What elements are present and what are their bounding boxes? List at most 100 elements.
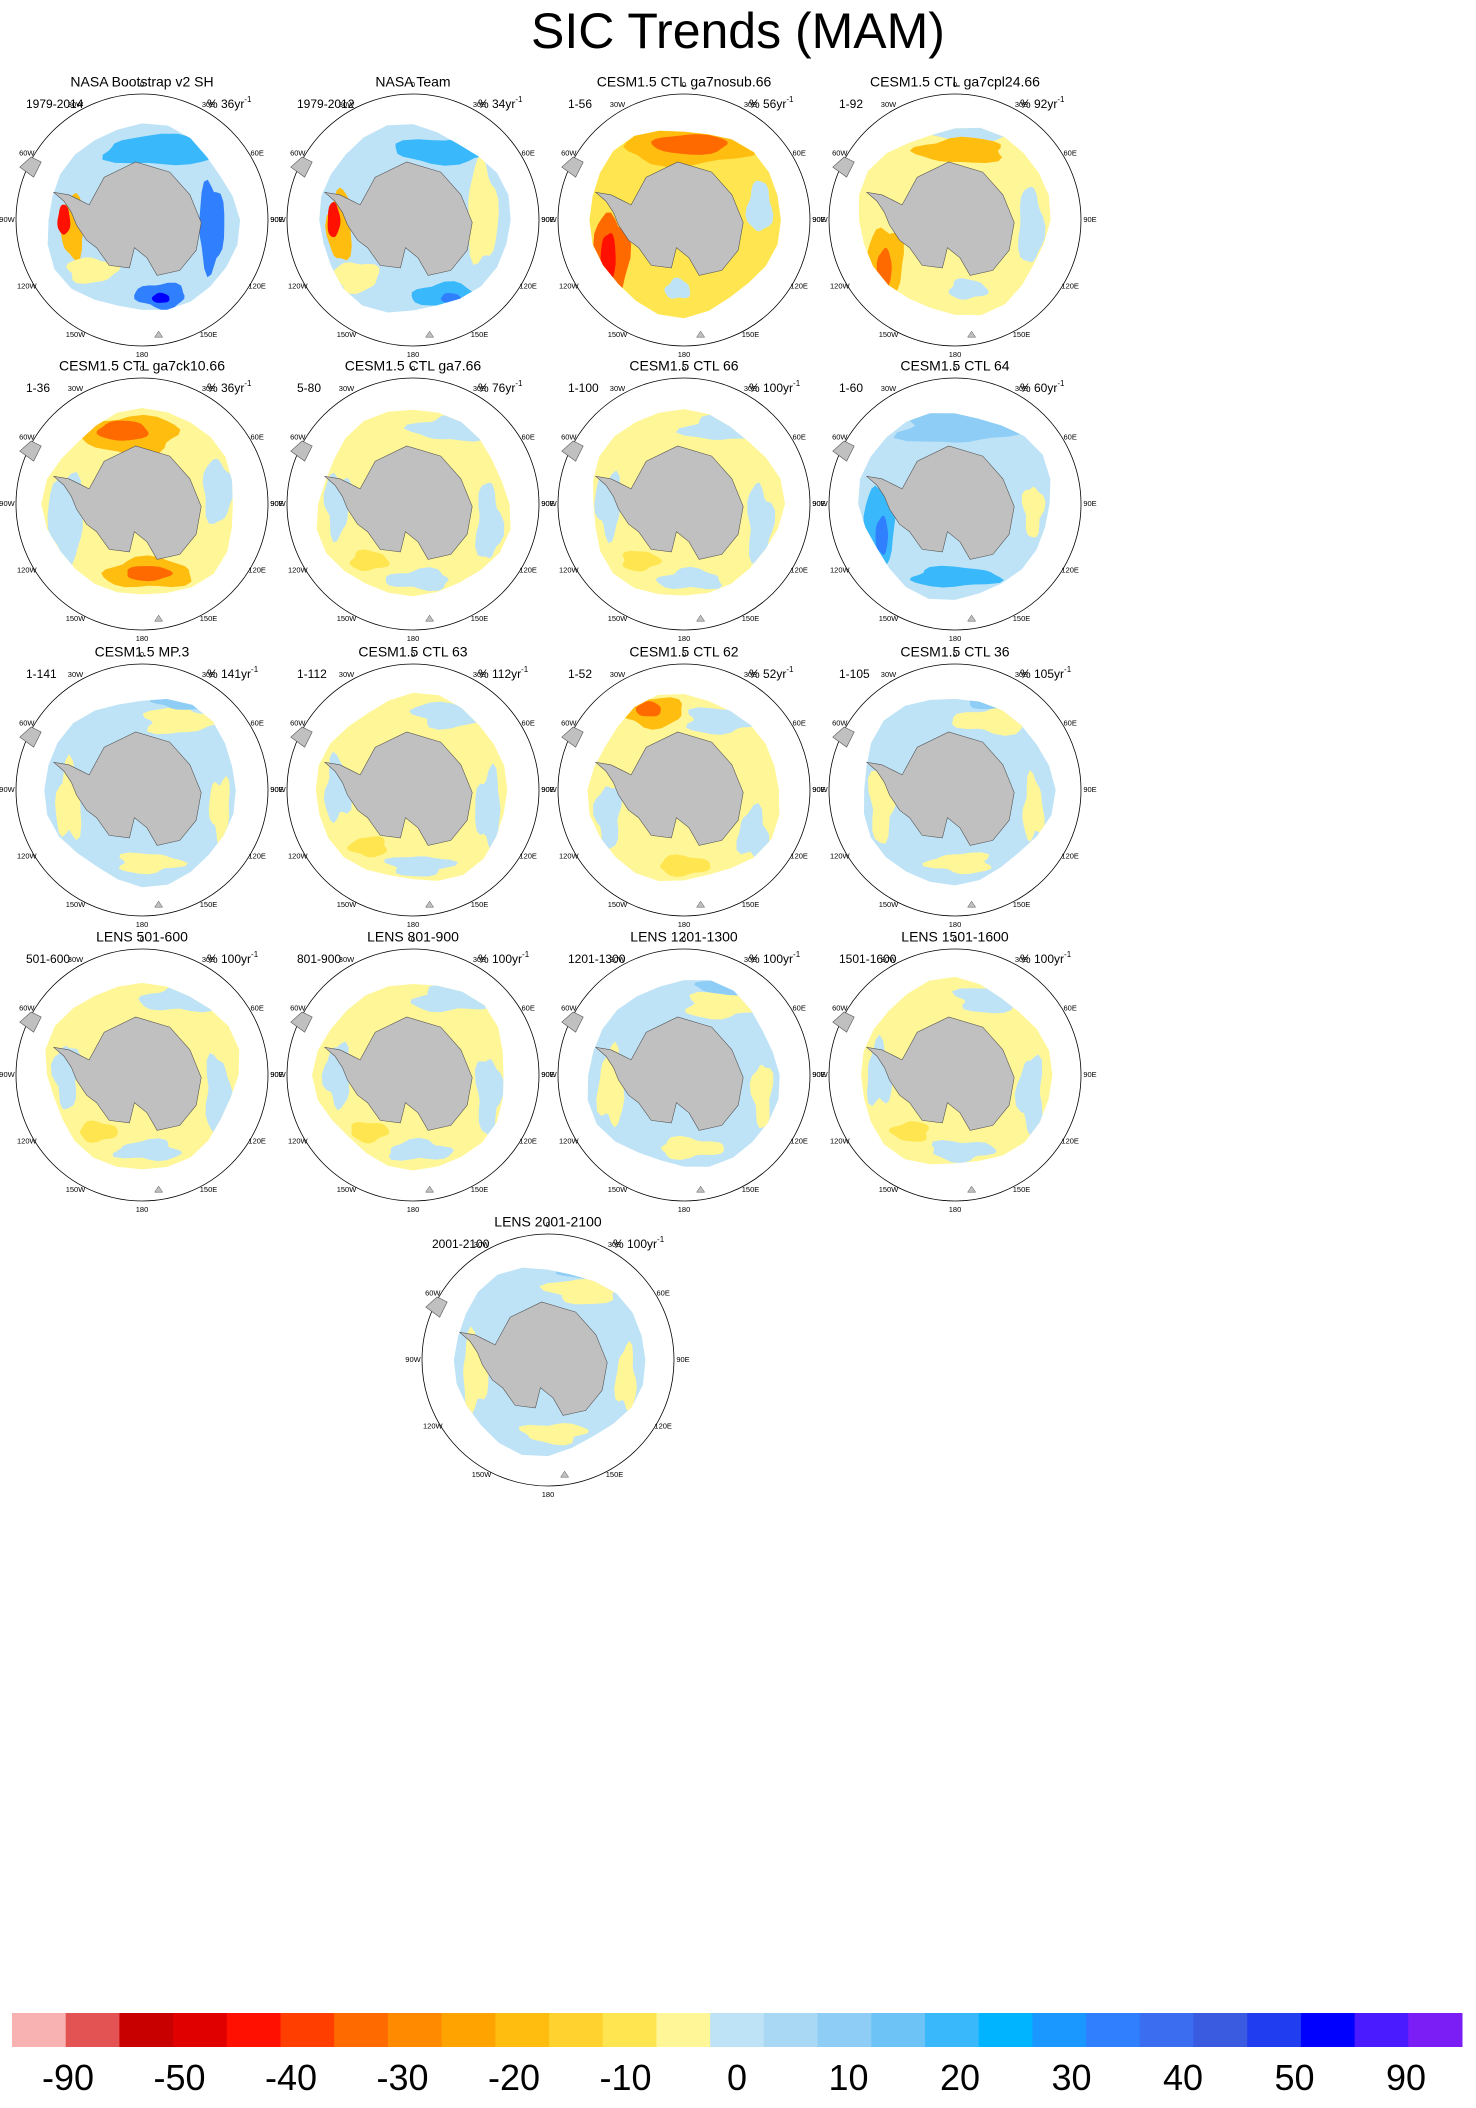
longitude-label: 90E xyxy=(541,785,554,794)
longitude-label: 0 xyxy=(140,80,144,89)
island-landmass xyxy=(154,900,164,908)
longitude-label: 120W xyxy=(830,1136,851,1145)
panel-unit-label: % 100yr-1 xyxy=(613,1235,665,1251)
south-america-landmass xyxy=(832,440,855,462)
longitude-label: 90W xyxy=(270,785,286,794)
longitude-label: 120W xyxy=(288,851,309,860)
longitude-label: 150W xyxy=(337,330,358,339)
panel-unit-exponent: -1 xyxy=(793,379,801,388)
longitude-label: 120E xyxy=(248,1136,266,1145)
colorbar-swatch xyxy=(978,2013,1033,2047)
longitude-label: 150E xyxy=(200,330,218,339)
longitude-label: 150W xyxy=(608,900,629,909)
longitude-label: 90W xyxy=(541,1070,557,1079)
longitude-label: 30W xyxy=(339,100,355,109)
map-panel: CESM1.5 CTL 62 1-52 % 52yr-1 0 30E 60E 90E 120E… xyxy=(541,644,825,929)
longitude-label: 120W xyxy=(288,281,309,290)
island-landmass xyxy=(425,330,435,338)
colorbar-swatch xyxy=(924,2013,980,2047)
antarctica-landmass xyxy=(594,731,744,846)
map-panel: CESM1.5 CTL 63 1-112 % 112yr-1 0 30E 60E 90E 12… xyxy=(270,644,554,929)
colorbar-swatch xyxy=(656,2013,711,2047)
panel-unit-exponent: -1 xyxy=(515,379,523,388)
longitude-label: 180 xyxy=(678,634,691,643)
longitude-label: 60W xyxy=(19,148,35,157)
longitude-label: 90W xyxy=(270,215,286,224)
page-title: SIC Trends (MAM) xyxy=(531,3,945,59)
longitude-label: 60W xyxy=(561,148,577,157)
sic-trend-region xyxy=(96,420,149,441)
longitude-label: 150W xyxy=(472,1470,493,1479)
sic-trend-region xyxy=(664,277,691,299)
longitude-label: 120W xyxy=(830,281,851,290)
longitude-label: 150W xyxy=(66,614,87,623)
map-panel: LENS 501-600 501-600 % 100yr-1 0 30E 60E 90E 12… xyxy=(0,929,284,1214)
panel-unit-exponent: -1 xyxy=(515,95,523,104)
panel-title: CESM1.5 CTL 62 xyxy=(629,644,738,660)
antarctica-landmass xyxy=(323,161,473,276)
longitude-label: 120E xyxy=(790,1136,808,1145)
longitude-label: 30W xyxy=(610,670,626,679)
panel-title: CESM1.5 MP.3 xyxy=(95,644,190,660)
sic-trend-region xyxy=(651,134,728,155)
colorbar-tick-label: 40 xyxy=(1163,2057,1203,2098)
longitude-label: 120E xyxy=(654,1421,672,1430)
longitude-label: 120E xyxy=(1061,1136,1079,1145)
colorbar-swatch xyxy=(1086,2013,1141,2047)
sic-trend-region xyxy=(745,180,774,232)
longitude-label: 90E xyxy=(270,215,283,224)
panel-period-label: 1-36 xyxy=(26,381,50,395)
panel-unit-exponent: -1 xyxy=(521,665,529,674)
longitude-label: 150W xyxy=(66,900,87,909)
colorbar-tick-label: 10 xyxy=(828,2057,868,2098)
colorbar-swatch xyxy=(495,2013,550,2047)
longitude-label: 30W xyxy=(339,955,355,964)
panel-title: LENS 1501-1600 xyxy=(901,929,1009,945)
sic-trend-region xyxy=(909,136,1003,163)
longitude-label: 60E xyxy=(793,432,806,441)
longitude-label: 150E xyxy=(1013,330,1031,339)
longitude-label: 30E xyxy=(608,1240,621,1249)
sic-trend-region xyxy=(1021,486,1046,538)
panel-unit-exponent: -1 xyxy=(793,950,801,959)
panel-unit-label: % 56yr-1 xyxy=(749,95,794,111)
longitude-label: 120E xyxy=(1061,851,1079,860)
colorbar-tick-label: 20 xyxy=(940,2057,980,2098)
colorbar-tick-label: -50 xyxy=(153,2057,205,2098)
antarctica-landmass xyxy=(594,1016,744,1131)
longitude-label: 30W xyxy=(339,384,355,393)
colorbar-swatch xyxy=(817,2013,872,2047)
longitude-label: 150E xyxy=(200,900,218,909)
map-panel: LENS 801-900 801-900 % 100yr-1 0 30E 60E 90E 12… xyxy=(270,929,554,1214)
colorbar-swatch xyxy=(1193,2013,1248,2047)
sic-trend-region xyxy=(208,775,230,849)
longitude-label: 60E xyxy=(251,718,264,727)
panel-period-label: 1-100 xyxy=(568,381,599,395)
panel-title: LENS 2001-2100 xyxy=(494,1214,602,1230)
longitude-label: 90W xyxy=(812,215,828,224)
panel-unit-label: % 92yr-1 xyxy=(1020,95,1065,111)
longitude-label: 180 xyxy=(949,1205,962,1214)
antarctica-landmass xyxy=(52,1016,202,1131)
longitude-label: 60E xyxy=(1064,432,1077,441)
longitude-label: 60E xyxy=(251,432,264,441)
longitude-label: 60E xyxy=(793,718,806,727)
panel-unit-label: % 112yr-1 xyxy=(478,665,529,681)
longitude-label: 90E xyxy=(676,1355,689,1364)
longitude-label: 150W xyxy=(608,330,629,339)
longitude-label: 150W xyxy=(337,1185,358,1194)
panel-unit-exponent: -1 xyxy=(1057,379,1065,388)
longitude-label: 30E xyxy=(744,955,757,964)
longitude-label: 150E xyxy=(606,1470,624,1479)
antarctica-landmass xyxy=(323,1016,473,1131)
colorbar-swatch xyxy=(1247,2013,1302,2047)
longitude-label: 0 xyxy=(953,80,957,89)
colorbar-swatch xyxy=(119,2013,174,2047)
longitude-label: 180 xyxy=(136,350,149,359)
island-landmass xyxy=(425,900,435,908)
longitude-label: 120E xyxy=(1061,565,1079,574)
panel-unit-label: % 36yr-1 xyxy=(207,95,252,111)
longitude-label: 0 xyxy=(140,364,144,373)
island-landmass xyxy=(154,330,164,338)
longitude-label: 120W xyxy=(17,565,38,574)
